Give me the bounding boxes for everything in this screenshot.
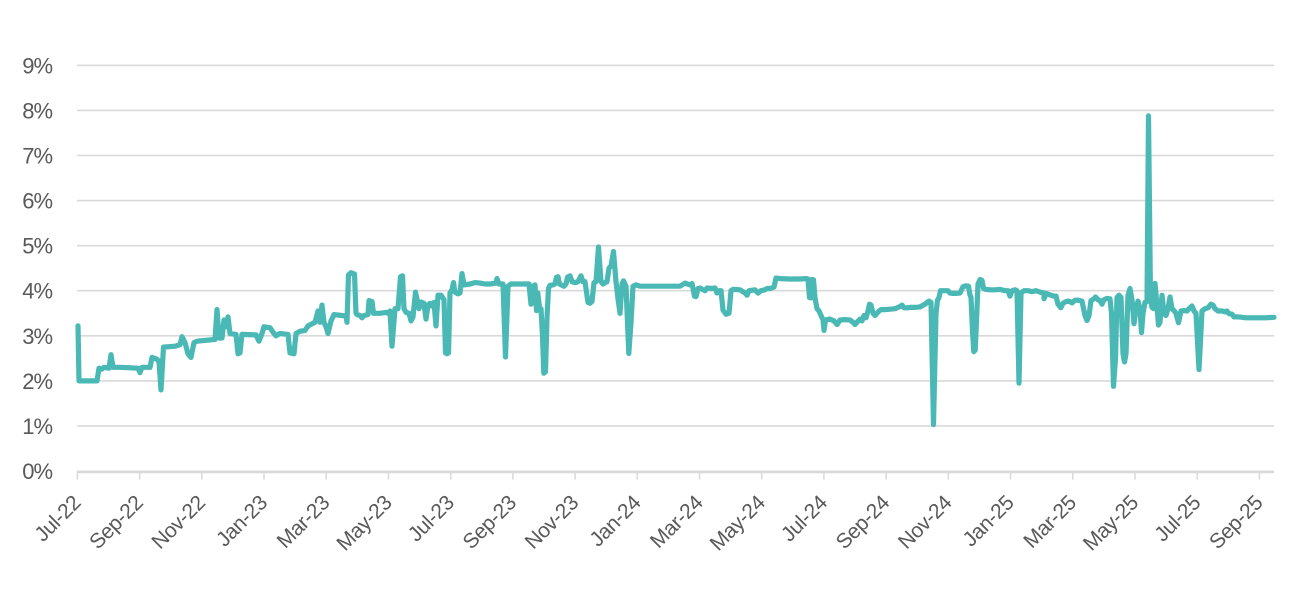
- svg-text:5%: 5%: [22, 234, 52, 259]
- svg-text:9%: 9%: [22, 53, 52, 78]
- svg-text:4%: 4%: [22, 279, 52, 304]
- svg-text:3%: 3%: [22, 324, 52, 349]
- svg-text:6%: 6%: [22, 189, 52, 214]
- svg-text:2%: 2%: [22, 369, 52, 394]
- svg-text:7%: 7%: [22, 144, 52, 169]
- svg-text:0%: 0%: [22, 459, 52, 484]
- svg-text:1%: 1%: [22, 414, 52, 439]
- svg-text:8%: 8%: [22, 98, 52, 123]
